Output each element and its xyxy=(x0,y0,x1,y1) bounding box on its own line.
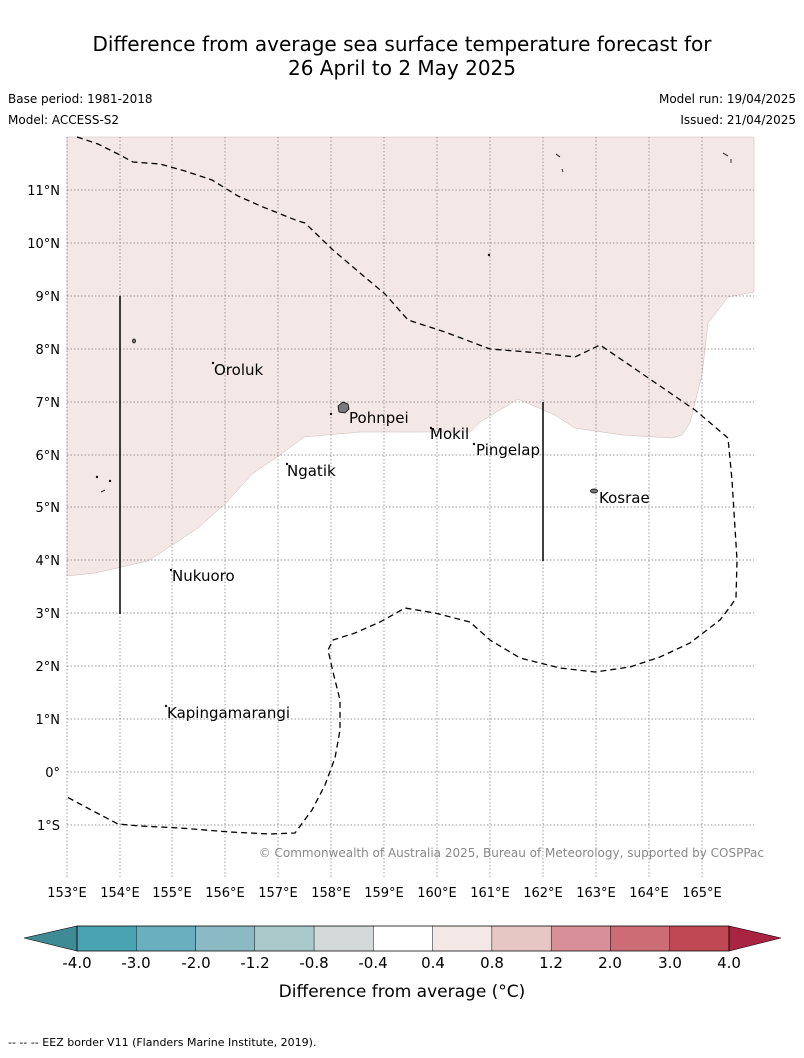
lon-label: 161°E xyxy=(470,886,510,901)
colorbar-tick: -2.0 xyxy=(181,954,210,972)
issued-date: Issued: 21/04/2025 xyxy=(680,113,796,127)
lat-label: 0° xyxy=(45,766,60,781)
place-label: Pingelap xyxy=(476,441,540,459)
colorbar-segment xyxy=(491,925,552,952)
lat-label: 3°N xyxy=(36,607,61,622)
island-small-4 xyxy=(100,489,106,493)
lat-label: 1°S xyxy=(37,819,60,834)
pingelap-atoll xyxy=(472,442,476,446)
lat-label: 2°N xyxy=(36,660,61,675)
ngatik-atoll xyxy=(285,462,289,466)
title-line-1: Difference from average sea surface temp… xyxy=(92,32,712,56)
lat-label: 8°N xyxy=(36,343,61,358)
lon-label: 159°E xyxy=(364,886,404,901)
eez-legend-note: -- -- -- EEZ border V11 (Flanders Marine… xyxy=(8,1036,317,1049)
colorbar-under-arrow xyxy=(23,925,78,952)
colorbar-segment xyxy=(136,925,196,952)
nukuoro-atoll xyxy=(169,568,173,572)
forecast-map: Oroluk Pohnpei Mokil Pingelap Ngatik Kos… xyxy=(23,136,782,1002)
island-small-1 xyxy=(132,338,136,344)
copyright-notice: © Commonwealth of Australia 2025, Bureau… xyxy=(259,846,764,860)
lon-label: 165°E xyxy=(682,886,722,901)
lon-label: 154°E xyxy=(100,886,140,901)
colorbar-segment xyxy=(669,925,730,952)
base-period: Base period: 1981-2018 xyxy=(8,92,153,106)
colorbar-tick: -1.2 xyxy=(240,954,269,972)
island-small-2 xyxy=(95,475,99,479)
eez-border xyxy=(66,136,738,835)
colorbar-frame xyxy=(76,925,730,952)
island-small-3 xyxy=(108,479,112,483)
place-label: Kosrae xyxy=(599,489,650,507)
lon-label: 164°E xyxy=(629,886,669,901)
colorbar-segments xyxy=(76,925,730,952)
place-label: Ngatik xyxy=(287,462,336,480)
colorbar-tick: 2.0 xyxy=(598,954,622,972)
place-label: Nukuoro xyxy=(172,567,235,585)
lon-label: 158°E xyxy=(311,886,351,901)
lon-label: 160°E xyxy=(417,886,457,901)
colorbar-tick: 3.0 xyxy=(658,954,682,972)
colorbar-segment xyxy=(432,925,493,952)
lat-label: 4°N xyxy=(36,554,61,569)
colorbar-tick: -3.0 xyxy=(121,954,150,972)
place-label: Oroluk xyxy=(214,361,263,379)
colorbar-segment xyxy=(550,925,611,952)
mokil-atoll xyxy=(429,426,433,430)
colorbar-label: Difference from average (°C) xyxy=(279,982,526,1002)
colorbar-tick: -0.4 xyxy=(358,954,387,972)
lat-label: 5°N xyxy=(36,501,61,516)
pohnpei-island xyxy=(337,401,350,414)
title-line-2: 26 April to 2 May 2025 xyxy=(288,56,516,80)
colorbar-tick: 4.0 xyxy=(717,954,741,972)
lon-label: 163°E xyxy=(576,886,616,901)
lon-label: 156°E xyxy=(205,886,245,901)
lon-label: 162°E xyxy=(523,886,563,901)
oroluk-atoll xyxy=(211,361,215,365)
map-gridlines xyxy=(66,137,754,877)
kosrae-island xyxy=(590,488,598,494)
colorbar-segment xyxy=(373,925,433,952)
model-run: Model run: 19/04/2025 xyxy=(658,92,796,106)
islands xyxy=(95,152,732,708)
place-label: Kapingamarangi xyxy=(167,704,290,722)
island-small-6 xyxy=(555,153,564,173)
lat-label: 6°N xyxy=(36,449,61,464)
lat-label: 1°N xyxy=(36,713,61,728)
colorbar-segment xyxy=(195,925,256,952)
colorbar-segment xyxy=(76,925,137,952)
ant-atoll xyxy=(329,412,333,416)
lon-label: 157°E xyxy=(258,886,298,901)
colorbar-segment xyxy=(610,925,670,952)
colorbar-segment xyxy=(254,925,315,952)
lat-label: 9°N xyxy=(36,290,61,305)
colorbar-segment xyxy=(313,925,374,952)
lat-label: 11°N xyxy=(27,184,60,199)
colorbar: -4.0 -3.0 -2.0 -1.2 -0.8 -0.4 0.4 0.8 1.… xyxy=(23,925,782,1002)
place-label: Pohnpei xyxy=(349,409,409,427)
lat-label: 7°N xyxy=(36,396,61,411)
colorbar-tick: -4.0 xyxy=(62,954,91,972)
anomaly-region-0.4-0.8 xyxy=(66,136,755,577)
kapingamarangi-atoll xyxy=(164,704,168,708)
island-small-7 xyxy=(722,152,732,163)
place-label: Mokil xyxy=(430,425,469,443)
lon-label: 155°E xyxy=(152,886,192,901)
colorbar-tick: 0.8 xyxy=(480,954,504,972)
model-name: Model: ACCESS-S2 xyxy=(8,113,120,127)
colorbar-tick: -0.8 xyxy=(299,954,328,972)
colorbar-tick: 1.2 xyxy=(539,954,563,972)
colorbar-over-arrow xyxy=(728,925,782,952)
colorbar-tick: 0.4 xyxy=(421,954,445,972)
island-small-5 xyxy=(487,253,491,257)
lon-label: 153°E xyxy=(47,886,87,901)
lat-label: 10°N xyxy=(27,237,60,252)
